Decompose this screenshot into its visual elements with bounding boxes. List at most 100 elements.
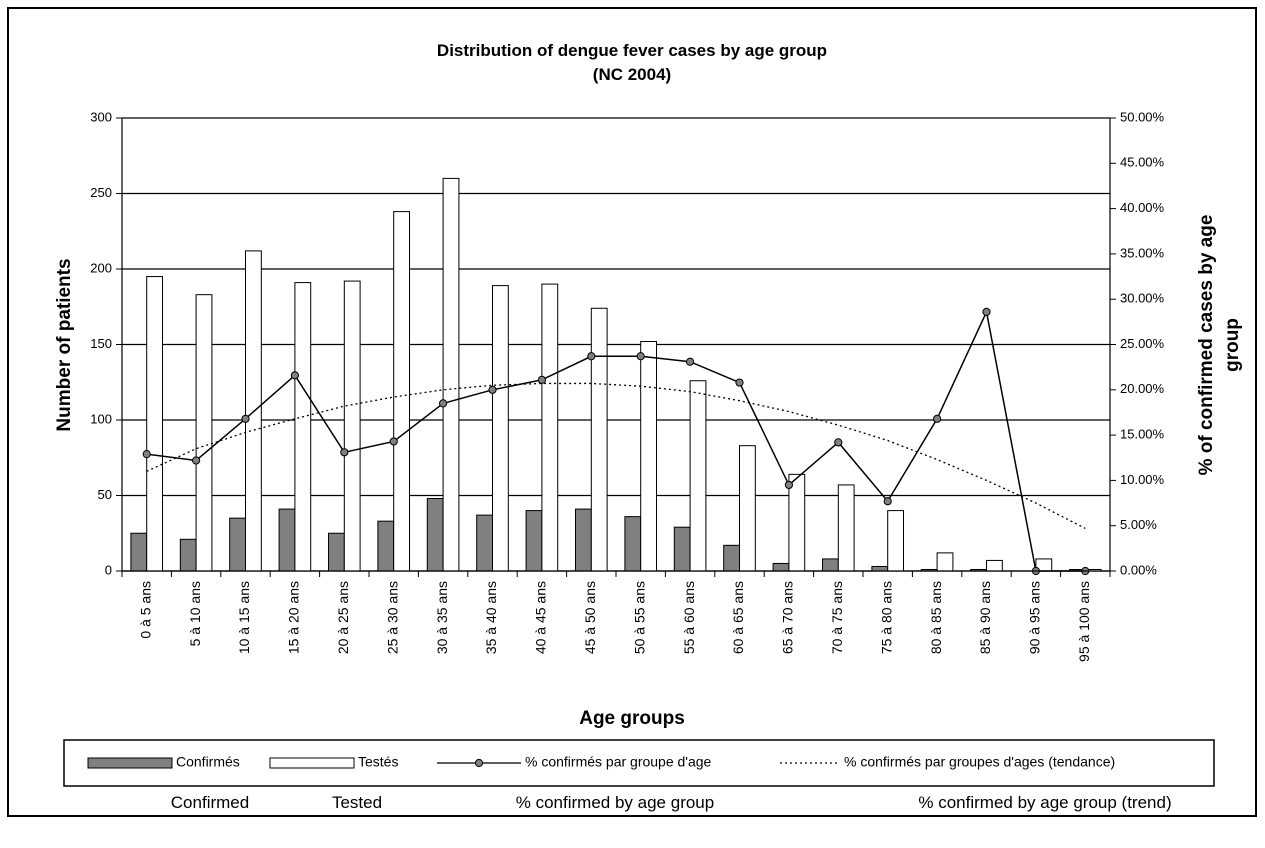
y2-tick-label: 40.00% [1120,200,1165,215]
line-marker [735,378,744,387]
x-tick-label: 40 à 45 ans [533,581,549,654]
line-marker [982,307,991,316]
line-marker [290,371,299,380]
line [146,309,1086,572]
bar [986,559,1003,572]
x-tick-label: 65 à 70 ans [780,581,796,654]
bar [294,282,312,572]
bar [195,294,213,572]
bar [393,211,411,572]
y2-tick-label: 5.00% [1120,517,1157,532]
legend-translation: % confirmed by age group (trend) [918,793,1171,812]
legend-label: Confirmés [176,754,240,770]
bar [723,544,741,572]
y-tick-label: 0 [105,562,112,577]
y2-tick-label: 25.00% [1120,336,1165,351]
x-axis-title: Age groups [579,708,685,729]
legend-translation: Confirmed [171,793,249,812]
y-tick-label: 100 [90,411,112,426]
y2-tick-label: 0.00% [1120,562,1157,577]
chart-border [7,7,1257,817]
chart-subtitle: (NC 2004) [593,65,671,84]
x-tick-label: 75 à 80 ans [878,581,894,654]
line-marker [883,497,892,506]
y-tick-label: 200 [90,260,112,275]
line-marker [933,414,942,423]
y-tick-label: 50 [98,487,112,502]
bar [788,473,806,572]
bar [426,498,444,572]
line-marker [784,480,794,490]
x-tick-label: 90 à 95 ans [1027,581,1043,654]
legend-swatch [87,757,173,769]
bar [541,283,559,572]
bar [624,516,642,572]
x-tick-label: 50 à 55 ans [631,581,647,654]
bar [377,520,395,572]
line-marker [389,437,398,446]
legend-translation: Tested [332,793,382,812]
x-tick-label: 35 à 40 ans [483,581,499,654]
y2-tick-label: 50.00% [1120,109,1165,124]
bar [871,565,889,572]
line-marker [636,352,645,361]
y2-tick-label: 45.00% [1120,155,1165,170]
bar [476,514,493,572]
bar [739,445,756,572]
line-marker [537,375,547,384]
legend-label: % confirmés par groupes d'ages (tendance… [844,754,1115,770]
line-marker [834,438,843,447]
y2-tick-label: 10.00% [1120,472,1165,487]
y2-axis-title: % of confirmed cases by age [1196,215,1217,476]
line-marker [241,414,250,423]
x-tick-label: 55 à 60 ans [681,581,697,654]
legend-label: % confirmés par groupe d'age [525,754,712,770]
bar [229,517,247,572]
line-marker [340,448,349,457]
bar [146,276,164,572]
x-tick-label: 60 à 65 ans [730,581,746,654]
line [146,382,1086,529]
bar [179,538,197,572]
x-tick-label: 80 à 85 ans [928,581,944,654]
line-marker [587,352,596,361]
bar [343,280,361,572]
x-tick-label: 0 à 5 ans [137,581,153,639]
bar [327,532,345,572]
legend-swatch [269,757,355,769]
legend-translation: % confirmed by age group [516,793,714,812]
bar [590,307,608,572]
y2-tick-label: 20.00% [1120,381,1165,396]
x-tick-label: 95 à 100 ans [1076,581,1092,662]
y2-tick-label: 15.00% [1120,427,1165,442]
x-tick-label: 5 à 10 ans [187,581,203,646]
line-marker [686,357,695,366]
y-tick-label: 150 [90,336,112,351]
chart-title: Distribution of dengue fever cases by ag… [437,41,827,60]
bar [821,558,839,572]
legend-label: Testés [358,754,398,770]
x-tick-label: 20 à 25 ans [335,581,351,654]
bar [837,484,855,572]
bar [936,552,954,572]
bar [640,340,658,572]
bar [278,508,296,572]
x-tick-label: 25 à 30 ans [384,581,400,654]
bar [442,177,460,572]
bar [130,532,148,572]
bar [525,510,543,572]
bar [492,285,509,572]
x-tick-label: 45 à 50 ans [582,581,598,654]
x-tick-label: 10 à 15 ans [236,581,252,654]
line-marker [142,450,151,459]
bar [772,562,790,572]
y2-axis-title: group [1222,318,1243,372]
legend-marker [474,758,484,768]
y-tick-label: 300 [90,109,112,124]
x-tick-label: 70 à 75 ans [829,581,845,654]
bar [689,380,707,572]
bar [887,510,905,572]
y2-tick-label: 35.00% [1120,245,1165,260]
bar [673,526,691,572]
